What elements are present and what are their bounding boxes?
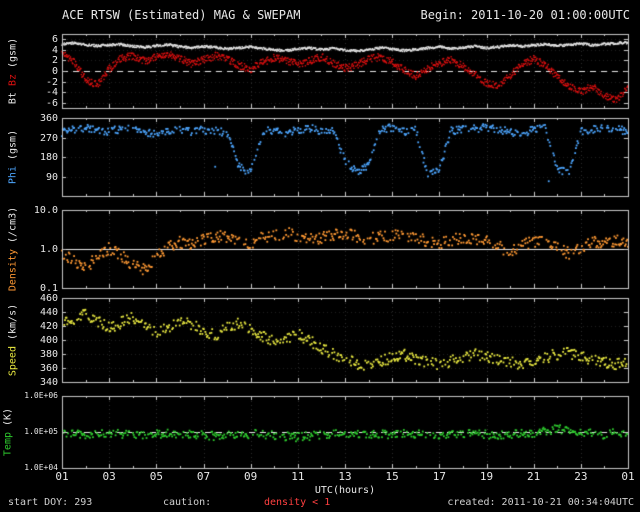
page-title: ACE RTSW (Estimated) MAG & SWEPAM — [62, 8, 301, 22]
footer-caution-value: density < 1 — [264, 497, 331, 508]
footer-start-doy: start DOY: 293 — [8, 497, 93, 508]
footer-caution-label: caution: — [163, 497, 212, 508]
footer-created-timestamp: created: 2011-10-21 00:34:04UTC — [447, 497, 634, 508]
x-axis-label: UTC(hours) — [314, 485, 376, 496]
begin-timestamp: Begin: 2011-10-20 01:00:00UTC — [420, 8, 630, 22]
